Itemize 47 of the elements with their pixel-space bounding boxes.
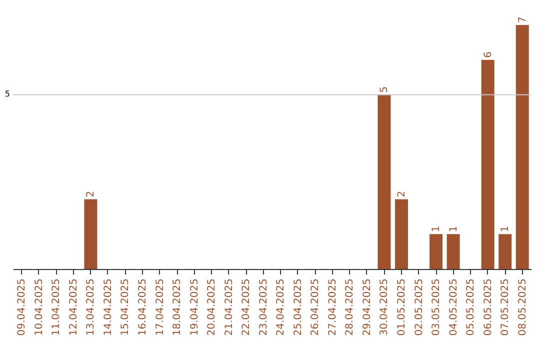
bar xyxy=(84,199,98,269)
data-label: 1 xyxy=(431,226,442,232)
bar xyxy=(430,234,443,269)
x-tick-label: 27.04.2025 xyxy=(327,278,338,336)
ref-line-label: 5 xyxy=(4,90,10,99)
data-label: 1 xyxy=(448,226,460,232)
x-tick-label: 29.04.2025 xyxy=(362,278,373,336)
x-tick-label: 21.04.2025 xyxy=(224,278,235,336)
x-tick-label: 12.04.2025 xyxy=(68,278,80,336)
x-tick-label: 22.04.2025 xyxy=(241,278,252,336)
x-tick-label: 25.04.2025 xyxy=(292,278,304,336)
x-tick-label: 20.04.2025 xyxy=(206,278,218,336)
x-tick-label: 11.04.2025 xyxy=(51,278,62,336)
data-label: 5 xyxy=(379,86,390,93)
x-tick-label: 06.05.2025 xyxy=(482,278,494,336)
x-tick-label: 26.04.2025 xyxy=(310,278,322,336)
x-tick-label: 07.05.2025 xyxy=(500,278,512,336)
x-tick-label: 16.04.2025 xyxy=(138,278,148,336)
x-tick-label: 19.04.2025 xyxy=(189,278,200,336)
x-tick-label: 13.04.2025 xyxy=(86,278,97,336)
bar xyxy=(446,234,460,269)
x-tick-label: 24.04.2025 xyxy=(276,278,287,336)
x-tick-label: 15.04.2025 xyxy=(120,278,132,336)
x-tick-label: 05.05.2025 xyxy=(466,278,477,336)
x-tick-label: 08.05.2025 xyxy=(517,278,528,336)
x-tick-label: 14.04.2025 xyxy=(102,278,114,336)
bar xyxy=(481,60,494,269)
data-label: 1 xyxy=(500,226,512,232)
bar xyxy=(395,199,408,269)
x-tick-label: 02.05.2025 xyxy=(414,278,425,336)
bar xyxy=(498,234,512,269)
x-tick-label: 28.04.2025 xyxy=(344,278,356,336)
bar xyxy=(378,94,391,269)
x-tick-label: 18.04.2025 xyxy=(172,278,184,336)
x-tick-label: 01.05.2025 xyxy=(396,278,408,336)
x-tick-label: 17.04.2025 xyxy=(154,278,166,336)
data-label: 7 xyxy=(517,16,528,23)
x-tick-label: 30.04.2025 xyxy=(379,278,390,336)
x-tick-label: 10.04.2025 xyxy=(34,278,45,336)
x-tick-label: 04.05.2025 xyxy=(448,278,460,336)
data-label: 6 xyxy=(482,51,494,58)
bar xyxy=(516,25,529,269)
data-label: 2 xyxy=(86,190,97,198)
data-label: 2 xyxy=(396,190,408,198)
x-tick-label: 23.04.2025 xyxy=(258,278,270,336)
x-tick-label: 09.04.2025 xyxy=(16,278,28,336)
x-tick-label: 03.05.2025 xyxy=(431,278,442,336)
